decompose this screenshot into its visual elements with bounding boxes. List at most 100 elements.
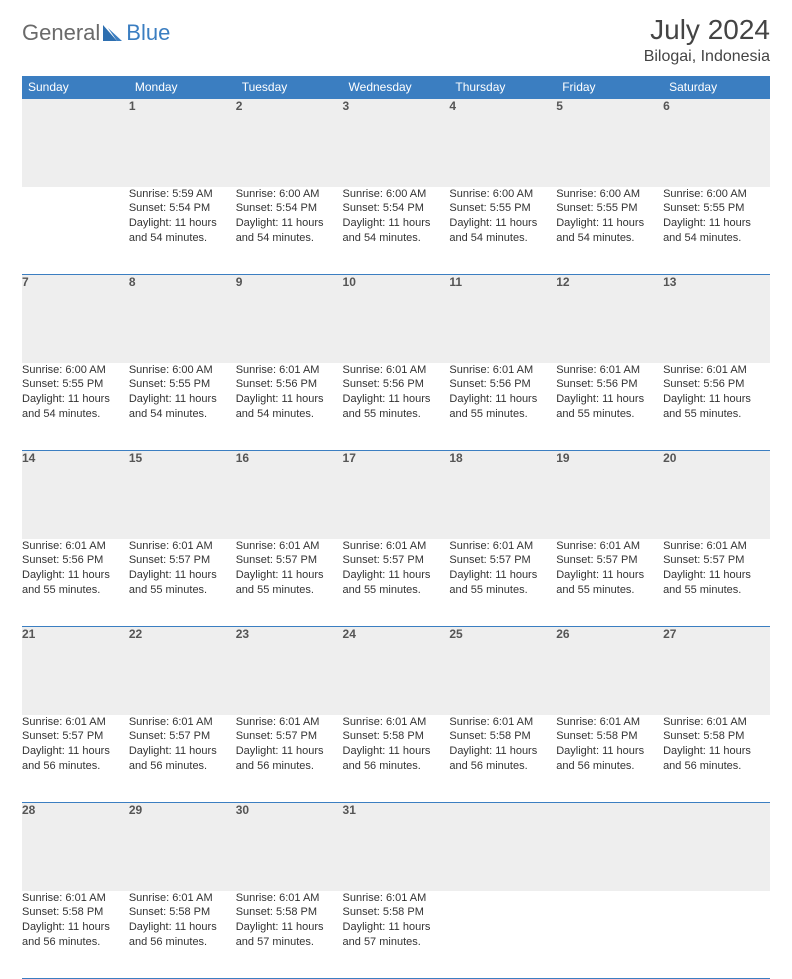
day-number-row: 14151617181920: [22, 451, 770, 539]
sunrise-line: Sunrise: 6:01 AM: [343, 891, 450, 906]
sunset-line: Sunset: 5:57 PM: [236, 553, 343, 568]
day-content-cell: [449, 891, 556, 979]
sunrise-line: Sunrise: 6:01 AM: [129, 891, 236, 906]
day-content-cell: Sunrise: 6:01 AMSunset: 5:58 PMDaylight:…: [129, 891, 236, 979]
daylight-line: Daylight: 11 hours and 56 minutes.: [449, 744, 556, 774]
day-number-cell: 13: [663, 275, 770, 363]
sunrise-line: Sunrise: 6:01 AM: [556, 363, 663, 378]
sunset-line: Sunset: 5:56 PM: [663, 377, 770, 392]
sunrise-line: Sunrise: 6:01 AM: [556, 715, 663, 730]
day-number-cell: 28: [22, 803, 129, 891]
logo-text-general: General: [22, 20, 100, 46]
daylight-line: Daylight: 11 hours and 55 minutes.: [449, 568, 556, 598]
daylight-line: Daylight: 11 hours and 54 minutes.: [129, 392, 236, 422]
sunrise-line: Sunrise: 6:00 AM: [343, 187, 450, 202]
daylight-line: Daylight: 11 hours and 54 minutes.: [129, 216, 236, 246]
sunrise-line: Sunrise: 6:01 AM: [343, 715, 450, 730]
day-content-row: Sunrise: 6:01 AMSunset: 5:57 PMDaylight:…: [22, 715, 770, 803]
daylight-line: Daylight: 11 hours and 57 minutes.: [343, 920, 450, 950]
sunset-line: Sunset: 5:57 PM: [129, 553, 236, 568]
daylight-line: Daylight: 11 hours and 54 minutes.: [236, 216, 343, 246]
weekday-header: Friday: [556, 76, 663, 99]
sunset-line: Sunset: 5:56 PM: [449, 377, 556, 392]
sunset-line: Sunset: 5:55 PM: [556, 201, 663, 216]
day-number-cell: 17: [343, 451, 450, 539]
sunset-line: Sunset: 5:58 PM: [663, 729, 770, 744]
sunset-line: Sunset: 5:54 PM: [343, 201, 450, 216]
daylight-line: Daylight: 11 hours and 56 minutes.: [22, 920, 129, 950]
day-content-cell: Sunrise: 6:01 AMSunset: 5:58 PMDaylight:…: [343, 891, 450, 979]
sunset-line: Sunset: 5:58 PM: [556, 729, 663, 744]
day-content-cell: Sunrise: 6:01 AMSunset: 5:56 PMDaylight:…: [556, 363, 663, 451]
daylight-line: Daylight: 11 hours and 55 minutes.: [663, 392, 770, 422]
sunset-line: Sunset: 5:54 PM: [129, 201, 236, 216]
location: Bilogai, Indonesia: [644, 48, 770, 66]
weekday-header: Saturday: [663, 76, 770, 99]
day-number-cell: 30: [236, 803, 343, 891]
day-content-cell: Sunrise: 6:01 AMSunset: 5:58 PMDaylight:…: [556, 715, 663, 803]
daylight-line: Daylight: 11 hours and 56 minutes.: [556, 744, 663, 774]
sunset-line: Sunset: 5:58 PM: [449, 729, 556, 744]
day-content-cell: Sunrise: 6:01 AMSunset: 5:57 PMDaylight:…: [663, 539, 770, 627]
day-content-cell: Sunrise: 6:00 AMSunset: 5:55 PMDaylight:…: [22, 363, 129, 451]
daylight-line: Daylight: 11 hours and 56 minutes.: [22, 744, 129, 774]
day-number-cell: 12: [556, 275, 663, 363]
day-content-cell: Sunrise: 6:01 AMSunset: 5:56 PMDaylight:…: [22, 539, 129, 627]
sunrise-line: Sunrise: 6:00 AM: [663, 187, 770, 202]
day-number-cell: [556, 803, 663, 891]
daylight-line: Daylight: 11 hours and 54 minutes.: [343, 216, 450, 246]
sunrise-line: Sunrise: 6:01 AM: [663, 715, 770, 730]
day-number-cell: 18: [449, 451, 556, 539]
day-content-cell: Sunrise: 6:01 AMSunset: 5:57 PMDaylight:…: [449, 539, 556, 627]
title-block: July 2024 Bilogai, Indonesia: [644, 14, 770, 66]
logo-sail-icon: [102, 23, 124, 43]
day-number-row: 28293031: [22, 803, 770, 891]
day-content-cell: [663, 891, 770, 979]
daylight-line: Daylight: 11 hours and 55 minutes.: [343, 392, 450, 422]
sunrise-line: Sunrise: 6:01 AM: [449, 715, 556, 730]
sunrise-line: Sunrise: 6:01 AM: [129, 715, 236, 730]
sunrise-line: Sunrise: 6:01 AM: [22, 539, 129, 554]
day-content-row: Sunrise: 5:59 AMSunset: 5:54 PMDaylight:…: [22, 187, 770, 275]
daylight-line: Daylight: 11 hours and 54 minutes.: [556, 216, 663, 246]
daylight-line: Daylight: 11 hours and 56 minutes.: [343, 744, 450, 774]
sunset-line: Sunset: 5:55 PM: [129, 377, 236, 392]
day-content-cell: Sunrise: 6:01 AMSunset: 5:58 PMDaylight:…: [236, 891, 343, 979]
calendar-table: SundayMondayTuesdayWednesdayThursdayFrid…: [22, 76, 770, 979]
day-content-cell: Sunrise: 6:01 AMSunset: 5:57 PMDaylight:…: [22, 715, 129, 803]
sunrise-line: Sunrise: 6:00 AM: [22, 363, 129, 378]
daylight-line: Daylight: 11 hours and 57 minutes.: [236, 920, 343, 950]
sunset-line: Sunset: 5:58 PM: [343, 729, 450, 744]
day-number-cell: 11: [449, 275, 556, 363]
sunrise-line: Sunrise: 6:01 AM: [22, 715, 129, 730]
day-content-cell: Sunrise: 6:01 AMSunset: 5:58 PMDaylight:…: [22, 891, 129, 979]
day-number-cell: [449, 803, 556, 891]
weekday-header: Sunday: [22, 76, 129, 99]
daylight-line: Daylight: 11 hours and 55 minutes.: [449, 392, 556, 422]
header: General Blue July 2024 Bilogai, Indonesi…: [22, 14, 770, 66]
day-number-row: 123456: [22, 99, 770, 187]
day-number-cell: 23: [236, 627, 343, 715]
day-number-cell: 22: [129, 627, 236, 715]
day-number-cell: 25: [449, 627, 556, 715]
sunset-line: Sunset: 5:58 PM: [236, 905, 343, 920]
day-content-cell: Sunrise: 6:01 AMSunset: 5:57 PMDaylight:…: [236, 539, 343, 627]
sunset-line: Sunset: 5:56 PM: [22, 553, 129, 568]
sunset-line: Sunset: 5:58 PM: [22, 905, 129, 920]
sunset-line: Sunset: 5:56 PM: [343, 377, 450, 392]
sunrise-line: Sunrise: 6:01 AM: [129, 539, 236, 554]
sunrise-line: Sunrise: 6:01 AM: [663, 363, 770, 378]
sunrise-line: Sunrise: 6:00 AM: [129, 363, 236, 378]
weekday-header-row: SundayMondayTuesdayWednesdayThursdayFrid…: [22, 76, 770, 99]
sunrise-line: Sunrise: 6:01 AM: [236, 539, 343, 554]
daylight-line: Daylight: 11 hours and 56 minutes.: [663, 744, 770, 774]
day-content-cell: Sunrise: 6:00 AMSunset: 5:55 PMDaylight:…: [129, 363, 236, 451]
daylight-line: Daylight: 11 hours and 56 minutes.: [129, 744, 236, 774]
day-number-cell: 29: [129, 803, 236, 891]
daylight-line: Daylight: 11 hours and 56 minutes.: [129, 920, 236, 950]
day-number-cell: 10: [343, 275, 450, 363]
day-content-cell: Sunrise: 6:00 AMSunset: 5:55 PMDaylight:…: [556, 187, 663, 275]
daylight-line: Daylight: 11 hours and 55 minutes.: [129, 568, 236, 598]
day-content-row: Sunrise: 6:00 AMSunset: 5:55 PMDaylight:…: [22, 363, 770, 451]
day-number-row: 78910111213: [22, 275, 770, 363]
